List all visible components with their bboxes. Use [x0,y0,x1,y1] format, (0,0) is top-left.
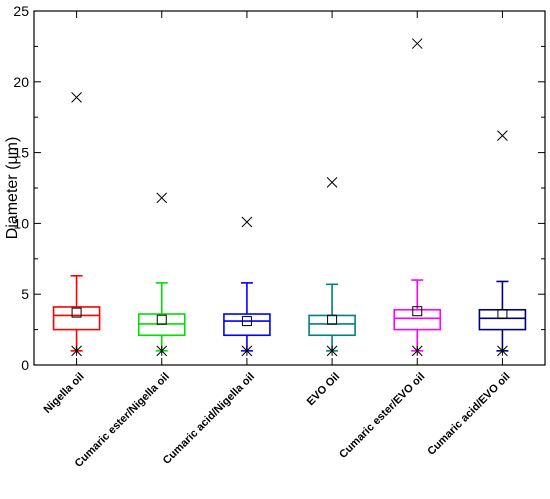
x-category-label: Nigella oil [41,371,86,416]
box-iqr [223,313,271,337]
max-marker [156,192,168,204]
max-marker [241,216,253,228]
mean-marker [156,314,167,325]
y-tick-label: 0 [21,357,29,373]
max-marker [497,130,508,141]
box-iqr [478,308,527,331]
min-marker [71,345,82,357]
y-tick-label: 10 [13,215,29,231]
y-tick-label: 25 [13,3,29,19]
y-tick-label: 5 [21,286,29,302]
min-marker [241,345,253,357]
x-category-label: Cumaric acid/EVO oil [425,371,512,458]
mean-marker [241,316,252,327]
box-iqr [52,306,101,331]
x-category-label: Cumaric ester/EVO oil [337,371,427,461]
mean-marker [71,307,82,318]
box-3 [223,216,271,357]
box-plot-marks [52,38,527,357]
mean-marker [327,314,338,325]
box-iqr [393,308,442,331]
box-iqr [308,314,356,337]
box-2 [137,192,186,357]
y-axis-title: Diameter (μm) [4,137,21,240]
plot-frame [33,10,546,366]
x-category-label: EVO Oil [305,371,342,408]
x-category-label: Cumaric acid/Nigella oil [161,371,257,467]
max-marker [411,38,423,49]
box-4 [308,176,356,357]
min-marker [156,345,168,357]
box-5 [393,38,442,357]
min-marker [326,345,338,357]
max-marker [71,92,82,103]
axes [33,10,546,366]
min-marker [411,345,423,357]
max-marker [326,176,338,188]
x-category-label: Cumaric ester/Nigella oil [73,371,172,470]
mean-marker [412,306,423,317]
y-tick-label: 20 [13,74,29,90]
mean-marker [497,309,508,320]
box-1 [52,92,101,357]
box-6 [478,130,527,357]
y-tick-label: 15 [13,145,29,161]
min-marker [497,345,508,357]
